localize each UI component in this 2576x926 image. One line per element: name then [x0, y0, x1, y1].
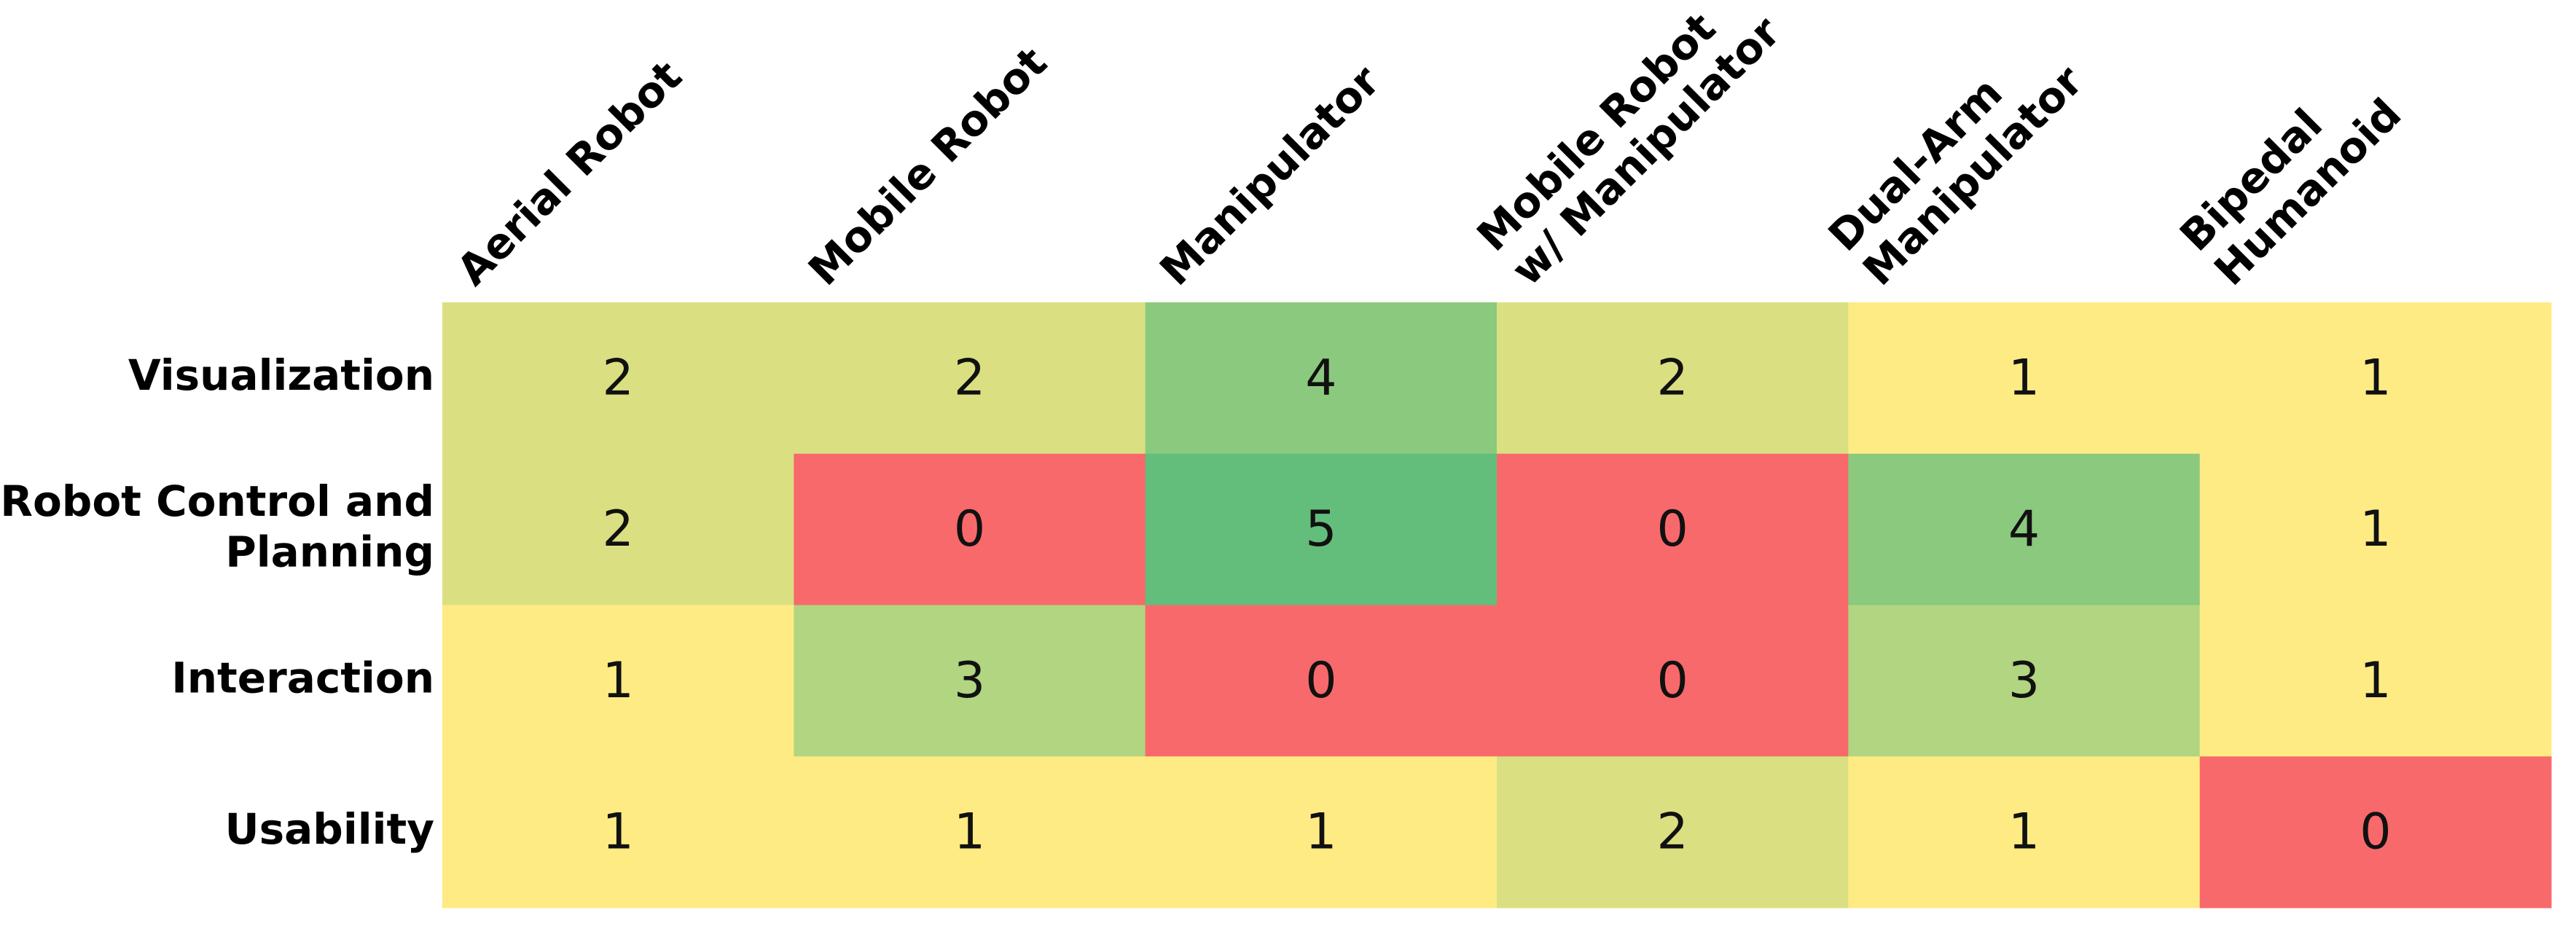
- cell-value: 5: [1305, 501, 1336, 558]
- cell-value: 0: [1305, 652, 1336, 710]
- column-label: Mobile Robotw/ Manipulator: [1468, 0, 1790, 295]
- cell: [2199, 302, 2552, 455]
- cell-value: 1: [603, 804, 634, 861]
- cell: [2199, 605, 2552, 757]
- row-label: Robot Control and Planning: [0, 476, 434, 577]
- cell: [794, 756, 1146, 909]
- column-label: Manipulator: [1150, 55, 1389, 294]
- cell-value: 1: [2008, 804, 2040, 861]
- cell-value: 1: [603, 652, 634, 710]
- row-label: Usability: [225, 804, 434, 854]
- cell: [442, 302, 794, 455]
- column-label: Aerial Robot: [447, 51, 692, 295]
- cell-value: 3: [2008, 652, 2040, 710]
- cell: [442, 605, 794, 757]
- row-label: Visualization: [128, 350, 434, 400]
- cell-value: 2: [1657, 804, 1688, 861]
- cell-value: 4: [2008, 501, 2040, 558]
- cell-value: 1: [2008, 349, 2040, 407]
- cell-value: 3: [954, 652, 985, 710]
- cell-value: 0: [1657, 501, 1688, 558]
- cell-value: 1: [1305, 804, 1336, 861]
- cell: [1145, 453, 1498, 605]
- cell: [1497, 756, 1849, 909]
- cell: [1497, 605, 1849, 757]
- cell: [1848, 756, 2201, 909]
- cell-value: 2: [1657, 349, 1688, 407]
- cell: [1497, 302, 1849, 455]
- cell-value: 0: [1657, 652, 1688, 710]
- cell: [2199, 756, 2552, 909]
- column-label: Dual-ArmManipulator: [1819, 21, 2093, 295]
- cell: [442, 756, 794, 909]
- cell-value: 0: [954, 501, 985, 558]
- cell: [442, 453, 794, 605]
- cell: [794, 605, 1146, 757]
- cell-value: 1: [2360, 501, 2391, 558]
- cell: [1497, 453, 1849, 605]
- column-label: Mobile Robot: [799, 37, 1057, 295]
- cell: [1848, 302, 2201, 455]
- cell: [794, 453, 1146, 605]
- cell: [1145, 756, 1498, 909]
- cell-value: 4: [1305, 349, 1336, 407]
- cell: [2199, 453, 2552, 605]
- cell: [1848, 453, 2201, 605]
- column-label: BipedalHumanoid: [2170, 55, 2411, 295]
- cell: [1848, 605, 2201, 757]
- cell-value: 1: [2360, 349, 2391, 407]
- cell-value: 1: [954, 804, 985, 861]
- cell-value: 2: [954, 349, 985, 407]
- cell-value: 1: [2360, 652, 2391, 710]
- cell-value: 2: [603, 501, 634, 558]
- cell: [1145, 302, 1498, 455]
- cell: [1145, 605, 1498, 757]
- cell: [794, 302, 1146, 455]
- cell-value: 0: [2360, 804, 2391, 861]
- cell-value: 2: [603, 349, 634, 407]
- row-label: Interaction: [171, 653, 434, 702]
